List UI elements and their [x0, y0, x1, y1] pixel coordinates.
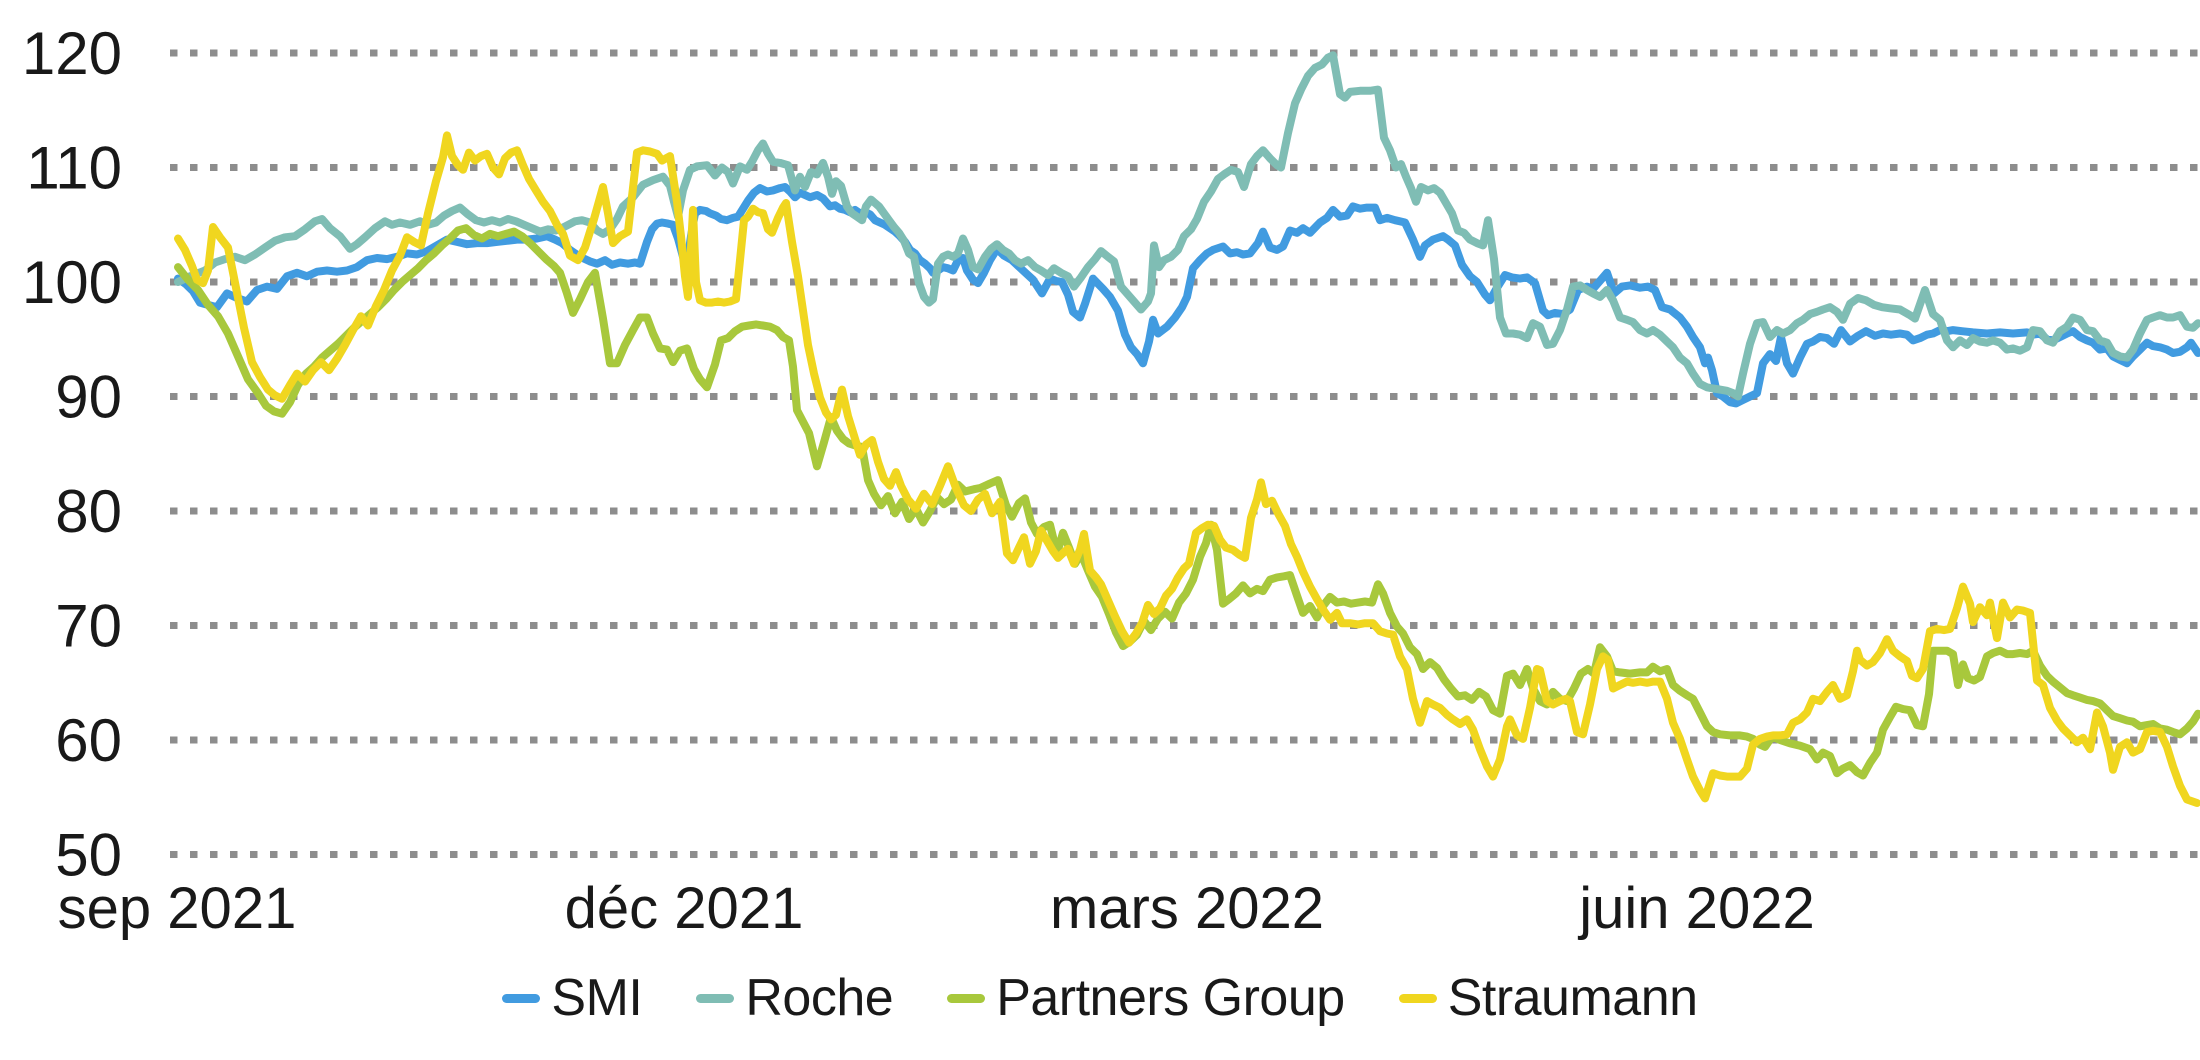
legend-label-roche: Roche	[745, 969, 894, 1027]
y-axis-label-100: 100	[22, 249, 122, 316]
legend-swatch-straumann	[1398, 993, 1437, 1003]
x-axis-label-1: déc 2021	[565, 876, 804, 941]
legend-item-straumann: Straumann	[1398, 969, 1698, 1027]
chart-legend: SMI Roche Partners Group Straumann	[0, 972, 2200, 1024]
y-axis-label-60: 60	[55, 707, 122, 774]
legend-swatch-smi	[502, 993, 541, 1003]
legend-item-partners-group: Partners Group	[947, 972, 1345, 1024]
y-axis-label-50: 50	[55, 822, 122, 889]
legend-label-partners-group: Partners Group	[996, 969, 1345, 1027]
smi-line	[174, 183, 2200, 408]
y-axis-label-70: 70	[55, 593, 122, 660]
legend-item-smi: SMI	[502, 969, 643, 1027]
roche-line	[174, 51, 2200, 401]
legend-label-smi: SMI	[551, 969, 643, 1027]
legend-label-straumann: Straumann	[1447, 969, 1698, 1027]
y-axis-label-120: 120	[22, 20, 122, 87]
legend-swatch-roche	[696, 993, 735, 1003]
straumann-line	[174, 131, 2200, 807]
legend-item-roche: Roche	[696, 969, 894, 1027]
y-axis-label-80: 80	[55, 478, 122, 545]
y-axis-label-90: 90	[55, 364, 122, 431]
x-axis-label-2: mars 2022	[1050, 876, 1324, 941]
x-axis-label-0: sep 2021	[58, 876, 297, 941]
partners-group-line	[174, 224, 2200, 780]
x-axis-label-3: juin 2022	[1577, 876, 1814, 941]
legend-swatch-partners-group	[947, 993, 986, 1003]
y-axis-label-110: 110	[26, 135, 122, 202]
